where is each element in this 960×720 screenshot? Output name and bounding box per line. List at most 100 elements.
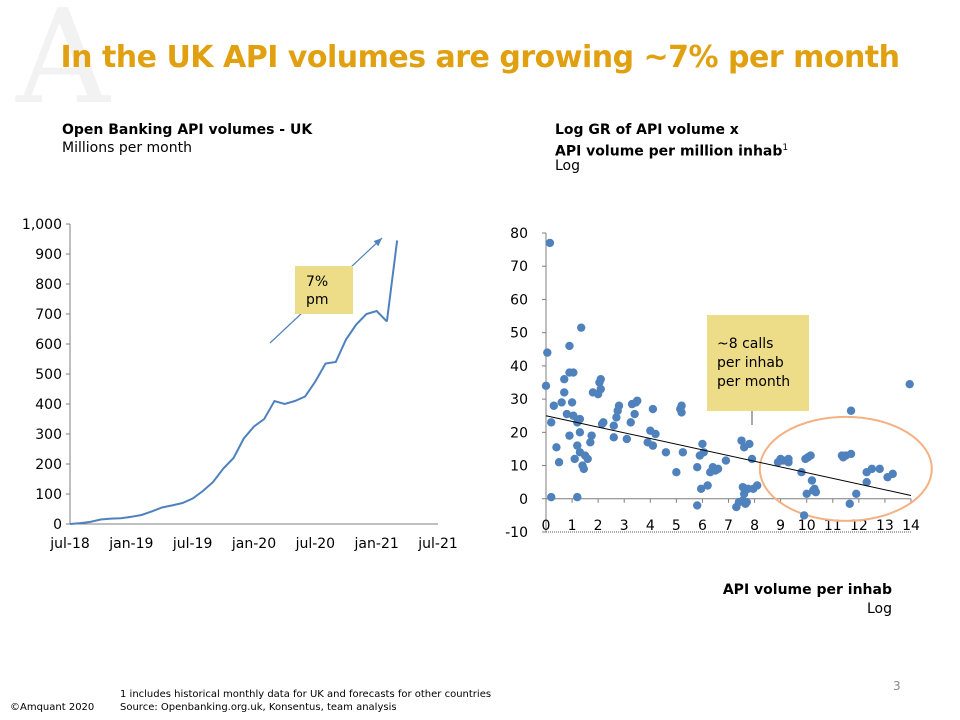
- data-point: [806, 451, 815, 460]
- data-point: [543, 348, 552, 357]
- x-tick-label: 4: [646, 518, 655, 534]
- data-point: [784, 458, 793, 467]
- data-point: [693, 501, 702, 510]
- y-tick-label: 10: [510, 459, 528, 475]
- data-point: [888, 469, 897, 479]
- y-tick-label: 70: [510, 259, 528, 275]
- data-point: [677, 408, 686, 417]
- source-note: Source: Openbanking.org.uk, Konsentus, t…: [120, 702, 397, 713]
- y-tick-label: 900: [35, 247, 62, 263]
- data-point: [811, 487, 821, 497]
- x-tick-label: 6: [698, 518, 707, 534]
- data-point: [562, 409, 572, 419]
- data-point: [552, 443, 561, 452]
- data-point: [807, 476, 817, 485]
- slide-title: In the UK API volumes are growing ~7% pe…: [60, 40, 900, 75]
- data-point: [867, 464, 877, 474]
- data-point: [579, 464, 589, 474]
- y-tick-label: 60: [510, 292, 528, 308]
- growth-annotation-text: 7%: [306, 274, 328, 290]
- data-point: [612, 413, 621, 422]
- trend-line: [545, 415, 912, 496]
- y-tick-label: 800: [35, 277, 62, 293]
- x-tick-label: 0: [542, 518, 551, 534]
- data-point: [565, 431, 574, 440]
- trend-arrowhead: [373, 238, 382, 247]
- x-tick-label: 13: [876, 518, 894, 534]
- y-tick-label: 40: [510, 359, 528, 375]
- data-point: [560, 388, 569, 397]
- series-line-actual: [69, 309, 388, 525]
- y-tick-label: 0: [519, 492, 528, 508]
- x-tick-label: 12: [850, 518, 868, 534]
- footnote-marker: 1: [782, 143, 789, 153]
- data-point: [545, 238, 555, 248]
- x-tick-label: jul-21: [417, 536, 458, 552]
- data-point: [672, 468, 681, 477]
- left-chart-title: Open Banking API volumes - UK: [62, 122, 313, 138]
- data-point: [614, 401, 624, 410]
- x-tick-label: jul-20: [295, 536, 336, 552]
- data-point: [599, 418, 608, 427]
- data-point: [547, 492, 556, 502]
- data-point: [547, 418, 556, 427]
- data-point: [797, 468, 806, 477]
- right-chart-title-text: API volume per million inhab: [555, 143, 783, 160]
- data-point: [742, 497, 751, 507]
- series-line-jump: [385, 240, 399, 322]
- data-point: [721, 456, 731, 465]
- y-tick-label: 600: [35, 337, 62, 353]
- data-point: [845, 499, 854, 508]
- data-point: [569, 411, 578, 420]
- data-point: [862, 477, 871, 487]
- data-point: [557, 398, 566, 407]
- y-tick-label: -10: [505, 525, 528, 541]
- data-point: [626, 418, 635, 427]
- data-point: [567, 398, 577, 407]
- data-point: [737, 436, 746, 445]
- calls-annotation-text: ~8 calls: [717, 336, 773, 352]
- growth-annotation-text: pm: [306, 292, 329, 308]
- y-tick-label: 50: [510, 326, 528, 342]
- data-point: [570, 454, 579, 464]
- data-point: [693, 463, 702, 472]
- data-point: [622, 434, 632, 444]
- footnote: 1 includes historical monthly data for U…: [120, 689, 492, 700]
- data-point: [576, 323, 586, 332]
- data-point: [661, 448, 671, 457]
- data-point: [573, 492, 582, 502]
- data-point: [713, 464, 723, 474]
- data-point: [554, 458, 564, 467]
- data-point: [609, 421, 618, 430]
- data-point: [596, 384, 605, 394]
- data-point: [586, 438, 595, 447]
- data-point: [560, 374, 569, 384]
- data-point: [596, 374, 605, 384]
- data-point: [575, 414, 585, 424]
- data-point: [565, 341, 574, 351]
- data-point: [575, 428, 585, 437]
- calls-annotation-text: per inhab: [717, 355, 784, 371]
- data-point: [698, 439, 707, 449]
- logo-watermark: A: [16, 0, 110, 133]
- data-point: [569, 368, 578, 377]
- y-tick-label: 20: [510, 425, 528, 441]
- copyright: ©Amquant 2020: [10, 702, 95, 713]
- data-point: [745, 439, 754, 449]
- x-tick-label: 1: [568, 518, 577, 534]
- x-axis-label: API volume per inhab: [722, 582, 892, 598]
- data-point: [678, 448, 688, 457]
- data-point: [630, 409, 639, 419]
- data-point: [549, 401, 559, 410]
- data-point: [802, 489, 811, 498]
- highlight-ellipse: [758, 415, 933, 522]
- y-tick-label: 1,000: [22, 217, 62, 233]
- data-point: [696, 484, 706, 494]
- x-tick-label: jul-19: [172, 536, 213, 552]
- data-point: [541, 381, 551, 391]
- x-tick-label: 11: [824, 518, 842, 534]
- data-point: [752, 481, 762, 490]
- x-tick-label: 10: [798, 518, 816, 534]
- left-chart-subtitle: Millions per month: [62, 140, 192, 156]
